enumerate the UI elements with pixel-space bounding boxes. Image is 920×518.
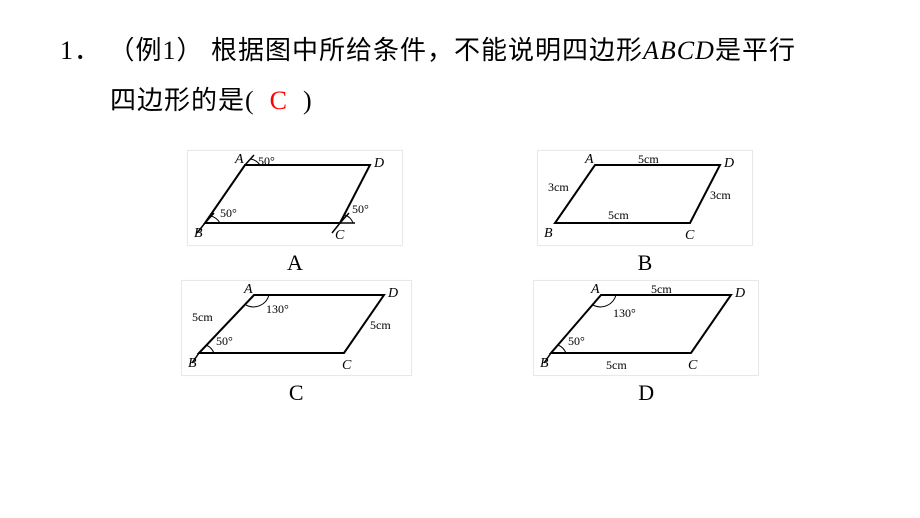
svg-text:C: C — [342, 358, 352, 373]
figure-C: A D B C 130° 50° 5cm 5cm C — [181, 280, 412, 406]
question-number: 1． — [60, 36, 101, 65]
figure-B-svg: A D B C 5cm 5cm 3cm 3cm — [540, 153, 750, 243]
question-line-2: 四边形的是( C ) — [110, 80, 313, 117]
figure-C-caption: C — [289, 380, 304, 406]
svg-text:50°: 50° — [352, 202, 369, 216]
figure-D: A D B C 130° 50° 5cm 5cm D — [533, 280, 759, 406]
quad-label: ABCD — [643, 36, 715, 65]
svg-text:D: D — [723, 156, 734, 171]
stem-part-1: 根据图中所给条件，不能说明四边形 — [211, 36, 643, 65]
figure-A-svg: A D B C 50° 50° 50° — [190, 153, 400, 243]
example-tag: （例1） — [109, 36, 204, 65]
figure-row-2: A D B C 130° 50° 5cm 5cm C — [120, 280, 820, 406]
figures-container: A D B C 50° 50° 50° A A — [120, 150, 820, 410]
svg-text:50°: 50° — [568, 334, 585, 348]
svg-text:D: D — [387, 286, 398, 301]
svg-text:B: B — [540, 356, 549, 371]
question-line-1: 1． （例1） 根据图中所给条件，不能说明四边形ABCD是平行 — [60, 30, 796, 67]
svg-text:B: B — [194, 226, 203, 241]
figure-row-1: A D B C 50° 50° 50° A A — [120, 150, 820, 276]
figure-D-svg: A D B C 130° 50° 5cm 5cm — [536, 283, 756, 373]
svg-text:5cm: 5cm — [638, 153, 659, 166]
svg-text:A: A — [234, 153, 244, 167]
figure-B-wrap: A D B C 5cm 5cm 3cm 3cm — [537, 150, 753, 246]
svg-text:50°: 50° — [220, 206, 237, 220]
stem-part-2: 是平行 — [715, 36, 796, 65]
svg-text:5cm: 5cm — [651, 283, 672, 296]
svg-text:3cm: 3cm — [710, 188, 731, 202]
svg-text:C: C — [688, 358, 698, 373]
svg-text:5cm: 5cm — [192, 310, 213, 324]
figure-C-svg: A D B C 130° 50° 5cm 5cm — [184, 283, 409, 373]
figure-B: A D B C 5cm 5cm 3cm 3cm B — [537, 150, 753, 276]
figure-C-wrap: A D B C 130° 50° 5cm 5cm — [181, 280, 412, 376]
svg-text:5cm: 5cm — [606, 358, 627, 372]
svg-text:130°: 130° — [266, 302, 289, 316]
svg-text:50°: 50° — [258, 154, 275, 168]
answer-letter: C — [270, 86, 288, 115]
figure-D-caption: D — [638, 380, 654, 406]
figure-A: A D B C 50° 50° 50° A — [187, 150, 403, 276]
svg-text:B: B — [544, 226, 553, 241]
svg-text:C: C — [685, 228, 695, 243]
svg-text:A: A — [590, 283, 600, 297]
figure-D-wrap: A D B C 130° 50° 5cm 5cm — [533, 280, 759, 376]
svg-text:3cm: 3cm — [548, 180, 569, 194]
svg-text:A: A — [243, 283, 253, 297]
figure-A-caption: A — [287, 250, 303, 276]
svg-text:130°: 130° — [613, 306, 636, 320]
page: 1． （例1） 根据图中所给条件，不能说明四边形ABCD是平行 四边形的是( C… — [0, 0, 920, 518]
svg-text:A: A — [584, 153, 594, 167]
svg-text:D: D — [373, 156, 384, 171]
line2-suffix: ) — [303, 86, 313, 115]
svg-text:C: C — [335, 228, 345, 243]
line2-prefix: 四边形的是( — [110, 86, 255, 115]
svg-text:5cm: 5cm — [370, 318, 391, 332]
svg-text:5cm: 5cm — [608, 208, 629, 222]
svg-text:B: B — [188, 356, 197, 371]
svg-text:50°: 50° — [216, 334, 233, 348]
figure-A-wrap: A D B C 50° 50° 50° — [187, 150, 403, 246]
svg-text:D: D — [734, 286, 745, 301]
figure-B-caption: B — [638, 250, 653, 276]
